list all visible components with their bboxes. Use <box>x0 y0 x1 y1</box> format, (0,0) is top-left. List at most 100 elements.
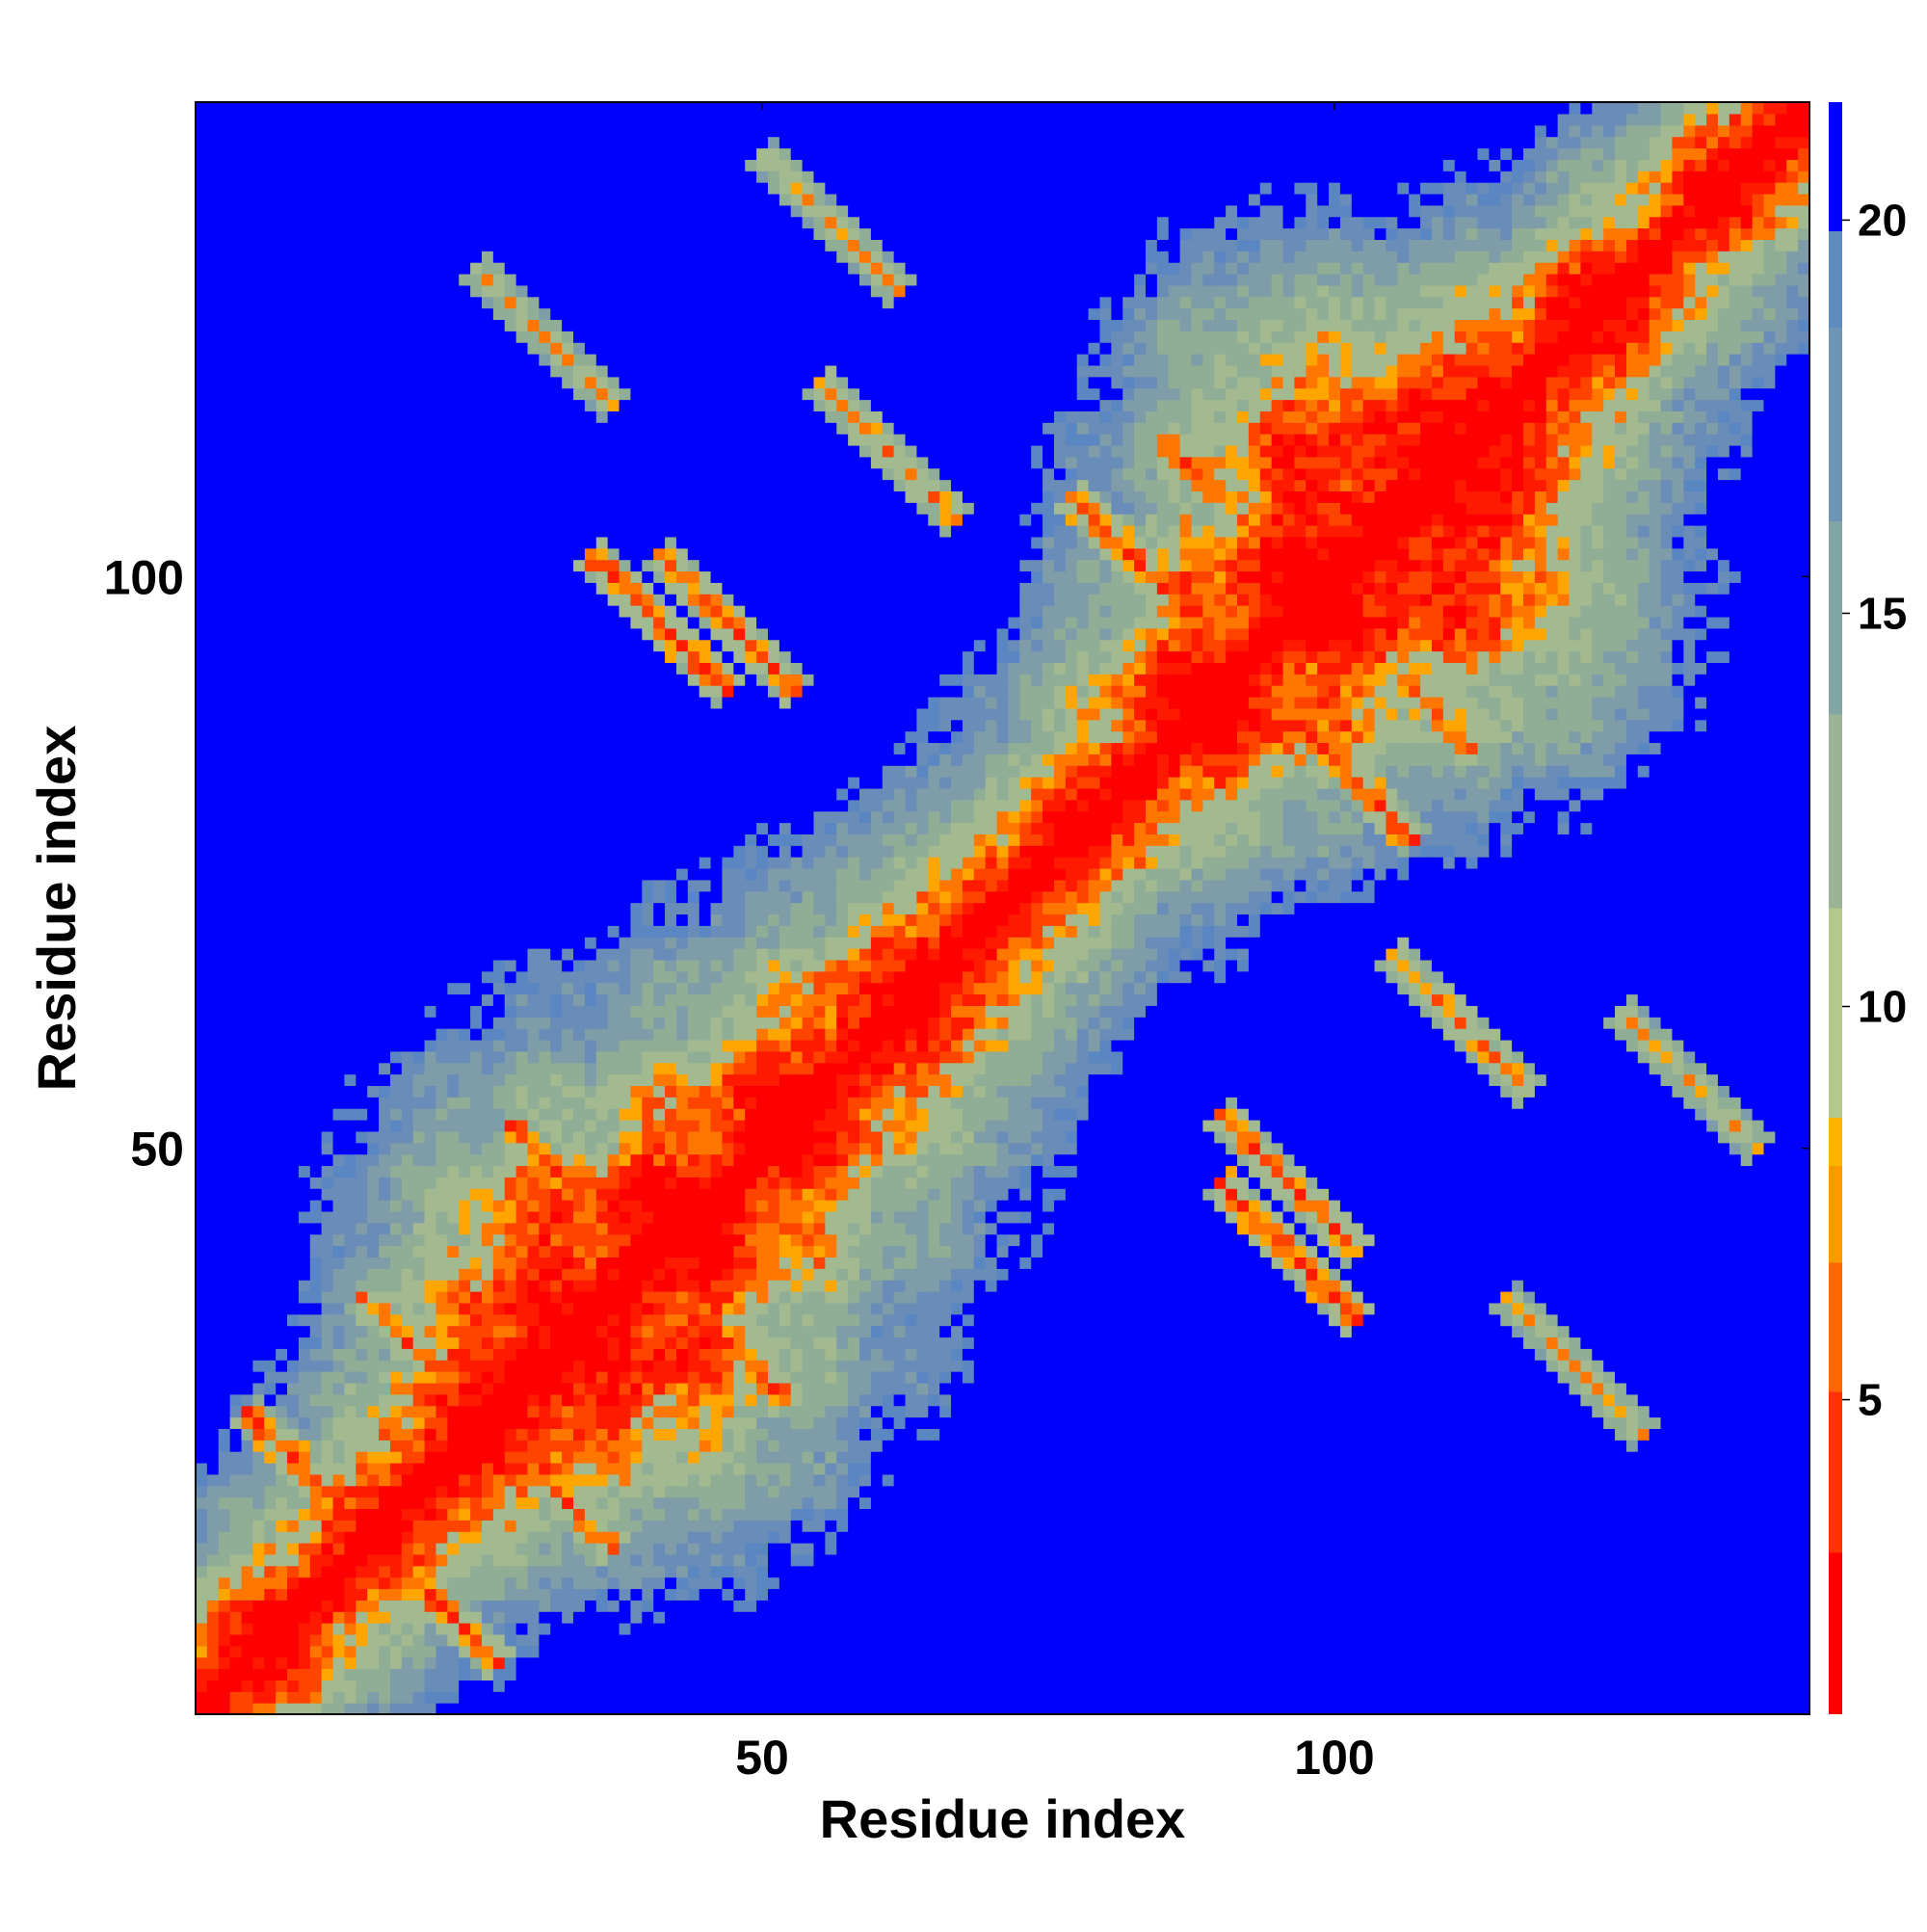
heatmap-cell <box>516 331 528 342</box>
heatmap-cell <box>207 490 219 502</box>
heatmap-cell <box>425 1337 436 1348</box>
heatmap-cell <box>585 1394 596 1406</box>
heatmap-cell <box>242 410 253 422</box>
heatmap-cell <box>539 1223 550 1234</box>
heatmap-cell <box>539 480 550 491</box>
heatmap-cell <box>493 1451 505 1463</box>
heatmap-cell <box>333 1417 345 1429</box>
heatmap-cell <box>447 171 459 182</box>
heatmap-cell <box>230 205 242 217</box>
heatmap-cell <box>539 1623 550 1634</box>
heatmap-cell <box>390 1246 402 1257</box>
heatmap-cell <box>264 594 276 605</box>
heatmap-cell <box>493 1588 505 1600</box>
heatmap-cell <box>413 594 425 605</box>
heatmap-cell <box>516 1097 528 1108</box>
heatmap-cell <box>562 777 573 788</box>
heatmap-cell <box>367 697 379 708</box>
heatmap-cell <box>528 640 540 651</box>
heatmap-cell <box>230 570 242 582</box>
heatmap-cell <box>413 674 425 685</box>
heatmap-cell <box>390 1600 402 1611</box>
heatmap-cell <box>493 594 505 605</box>
heatmap-cell <box>413 605 425 617</box>
heatmap-cell <box>264 811 276 823</box>
heatmap-cell <box>264 971 276 983</box>
heatmap-cell <box>287 490 299 502</box>
heatmap-cell <box>379 765 390 777</box>
heatmap-cell <box>539 765 550 777</box>
heatmap-cell <box>402 171 413 182</box>
heatmap-cell <box>230 1291 242 1303</box>
heatmap-cell <box>356 1085 367 1097</box>
heatmap-cell <box>196 1508 207 1520</box>
heatmap-cell <box>585 514 596 525</box>
heatmap-cell <box>436 457 447 468</box>
heatmap-cell <box>493 1508 505 1520</box>
heatmap-cell <box>196 434 207 445</box>
heatmap-cell <box>562 903 573 914</box>
heatmap-cell <box>482 1143 493 1154</box>
heatmap-cell <box>196 1211 207 1223</box>
heatmap-cell <box>344 102 356 114</box>
heatmap-cell <box>356 1634 367 1646</box>
heatmap-cell <box>276 640 287 651</box>
heatmap-cell <box>264 823 276 834</box>
heatmap-cell <box>390 239 402 251</box>
heatmap-cell <box>264 388 276 400</box>
heatmap-cell <box>573 1120 585 1131</box>
heatmap-cell <box>550 262 562 274</box>
heatmap-cell <box>482 582 493 594</box>
heatmap-cell <box>322 685 333 697</box>
heatmap-cell <box>459 857 470 868</box>
heatmap-cell <box>505 1063 516 1074</box>
heatmap-cell <box>505 388 516 400</box>
heatmap-cell <box>539 1154 550 1166</box>
heatmap-cell <box>379 194 390 205</box>
heatmap-cell <box>310 1486 322 1497</box>
heatmap-cell <box>252 1234 264 1246</box>
heatmap-cell <box>447 754 459 765</box>
heatmap-cell <box>562 742 573 754</box>
heatmap-cell <box>252 1268 264 1280</box>
heatmap-cell <box>310 1451 322 1463</box>
heatmap-cell <box>264 834 276 845</box>
heatmap-cell <box>344 1120 356 1131</box>
heatmap-cell <box>196 1406 207 1417</box>
heatmap-cell <box>264 1394 276 1406</box>
heatmap-cell <box>219 880 230 891</box>
heatmap-cell <box>252 308 264 320</box>
heatmap-cell <box>287 1428 299 1440</box>
heatmap-cell <box>402 239 413 251</box>
heatmap-cell <box>505 971 516 983</box>
heatmap-cell <box>550 1577 562 1589</box>
heatmap-cell <box>299 319 310 331</box>
heatmap-cell <box>470 1234 482 1246</box>
heatmap-cell <box>276 285 287 297</box>
heatmap-cell <box>550 1143 562 1154</box>
heatmap-cell <box>562 1028 573 1040</box>
heatmap-cell <box>470 125 482 137</box>
heatmap-cell <box>425 628 436 640</box>
heatmap-cell <box>344 937 356 948</box>
heatmap-cell <box>219 468 230 480</box>
heatmap-cell <box>447 697 459 708</box>
heatmap-cell <box>447 891 459 903</box>
heatmap-cell <box>333 480 345 491</box>
heatmap-cell <box>207 971 219 983</box>
heatmap-cell <box>379 1520 390 1531</box>
heatmap-cell <box>447 1257 459 1268</box>
heatmap-cell <box>459 1177 470 1188</box>
heatmap-cell <box>196 1634 207 1646</box>
heatmap-cell <box>482 354 493 365</box>
heatmap-cell <box>470 777 482 788</box>
heatmap-cell <box>230 490 242 502</box>
heatmap-cell <box>402 1017 413 1028</box>
heatmap-cell <box>413 1531 425 1543</box>
heatmap-cell <box>585 388 596 400</box>
heatmap-cell <box>447 1234 459 1246</box>
heatmap-cell <box>573 1268 585 1280</box>
heatmap-cell <box>425 1611 436 1623</box>
heatmap-cell <box>310 239 322 251</box>
heatmap-cell <box>493 1131 505 1143</box>
